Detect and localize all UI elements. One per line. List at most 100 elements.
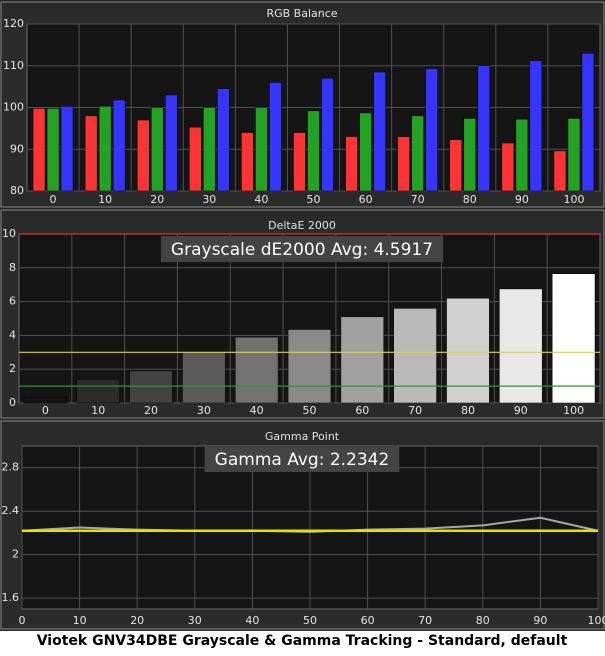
y-tick-label: 4 [9, 328, 16, 341]
bar [308, 111, 320, 191]
bar [341, 317, 384, 403]
bar [450, 140, 462, 191]
x-tick-label: 20 [130, 614, 144, 627]
y-tick-label: 2 [9, 362, 16, 375]
panel-title: DeltaE 2000 [268, 219, 336, 232]
x-tick-label: 40 [250, 404, 264, 417]
x-tick-label: 90 [515, 193, 529, 206]
x-tick-label: 60 [355, 404, 369, 417]
y-tick-label: 80 [10, 184, 24, 197]
x-tick-label: 100 [563, 193, 584, 206]
x-tick-label: 50 [303, 404, 317, 417]
bar [137, 120, 149, 191]
x-tick-label: 90 [533, 614, 547, 627]
bar [113, 100, 125, 191]
bar [394, 308, 437, 403]
bar [554, 151, 566, 191]
y-tick-label: 0 [9, 396, 16, 409]
x-tick-label: 40 [245, 614, 259, 627]
bar [568, 118, 580, 191]
bar [288, 329, 331, 403]
bar [130, 371, 173, 403]
bar [165, 95, 177, 191]
bar [24, 397, 67, 403]
x-tick-label: 10 [98, 193, 112, 206]
y-tick-label: 90 [10, 142, 24, 155]
bar [374, 72, 386, 191]
bar [412, 116, 424, 191]
x-tick-label: 0 [42, 404, 49, 417]
x-tick-label: 80 [461, 404, 475, 417]
annotation: Gamma Avg: 2.2342 [215, 450, 390, 470]
bar [582, 53, 594, 191]
annotation: Grayscale dE2000 Avg: 4.5917 [171, 240, 433, 260]
y-tick-label: 2.4 [2, 504, 20, 517]
panel-title: Gamma Point [265, 430, 340, 443]
y-tick-label: 6 [9, 295, 16, 308]
x-tick-label: 20 [150, 193, 164, 206]
x-tick-label: 90 [514, 404, 528, 417]
bar [33, 108, 45, 191]
bar [217, 89, 229, 191]
bar [464, 118, 476, 191]
bar [269, 82, 281, 191]
y-tick-label: 110 [3, 59, 24, 72]
y-tick-label: 1.6 [2, 591, 20, 604]
bar [203, 108, 215, 192]
bar [151, 108, 163, 192]
x-tick-label: 60 [359, 193, 373, 206]
y-tick-label: 2 [12, 548, 19, 561]
annotation-box: Gamma Avg: 2.2342 [205, 446, 400, 472]
x-tick-label: 0 [19, 614, 26, 627]
x-tick-label: 50 [303, 614, 317, 627]
bar [552, 274, 595, 403]
bar [360, 113, 372, 191]
caption: Viotek GNV34DBE Grayscale & Gamma Tracki… [37, 633, 568, 649]
bar [241, 133, 253, 191]
panel-title: RGB Balance [266, 7, 337, 20]
x-tick-label: 60 [361, 614, 375, 627]
x-tick-label: 30 [197, 404, 211, 417]
x-tick-label: 70 [411, 193, 425, 206]
y-tick-label: 2.8 [2, 461, 20, 474]
bar [447, 298, 490, 403]
bar [77, 379, 120, 403]
y-tick-label: 120 [3, 17, 24, 30]
bar [502, 143, 514, 191]
bar [516, 119, 528, 191]
y-tick-label: 8 [9, 261, 16, 274]
bar [47, 108, 59, 191]
bar [322, 78, 334, 191]
bar [255, 108, 267, 192]
bar [346, 137, 358, 191]
x-tick-label: 100 [563, 404, 584, 417]
x-tick-label: 40 [254, 193, 268, 206]
y-tick-label: 100 [3, 101, 24, 114]
annotation-box: Grayscale dE2000 Avg: 4.5917 [161, 236, 443, 262]
x-tick-label: 80 [476, 614, 490, 627]
bar [426, 69, 438, 191]
bar [530, 61, 542, 191]
x-tick-label: 70 [418, 614, 432, 627]
x-tick-label: 30 [202, 193, 216, 206]
bar [235, 337, 278, 403]
bar [182, 352, 225, 403]
x-tick-label: 20 [144, 404, 158, 417]
x-tick-label: 0 [50, 193, 57, 206]
x-tick-label: 80 [463, 193, 477, 206]
bar [85, 116, 97, 191]
x-tick-label: 100 [588, 614, 605, 627]
bar [294, 133, 306, 191]
x-tick-label: 50 [307, 193, 321, 206]
x-tick-label: 30 [188, 614, 202, 627]
y-tick-label: 10 [2, 227, 16, 240]
x-tick-label: 70 [408, 404, 422, 417]
bar [478, 66, 490, 191]
x-tick-label: 10 [73, 614, 87, 627]
bar [99, 106, 111, 191]
bar [61, 106, 73, 191]
x-tick-label: 10 [91, 404, 105, 417]
bar [189, 127, 201, 191]
bar [398, 137, 410, 191]
